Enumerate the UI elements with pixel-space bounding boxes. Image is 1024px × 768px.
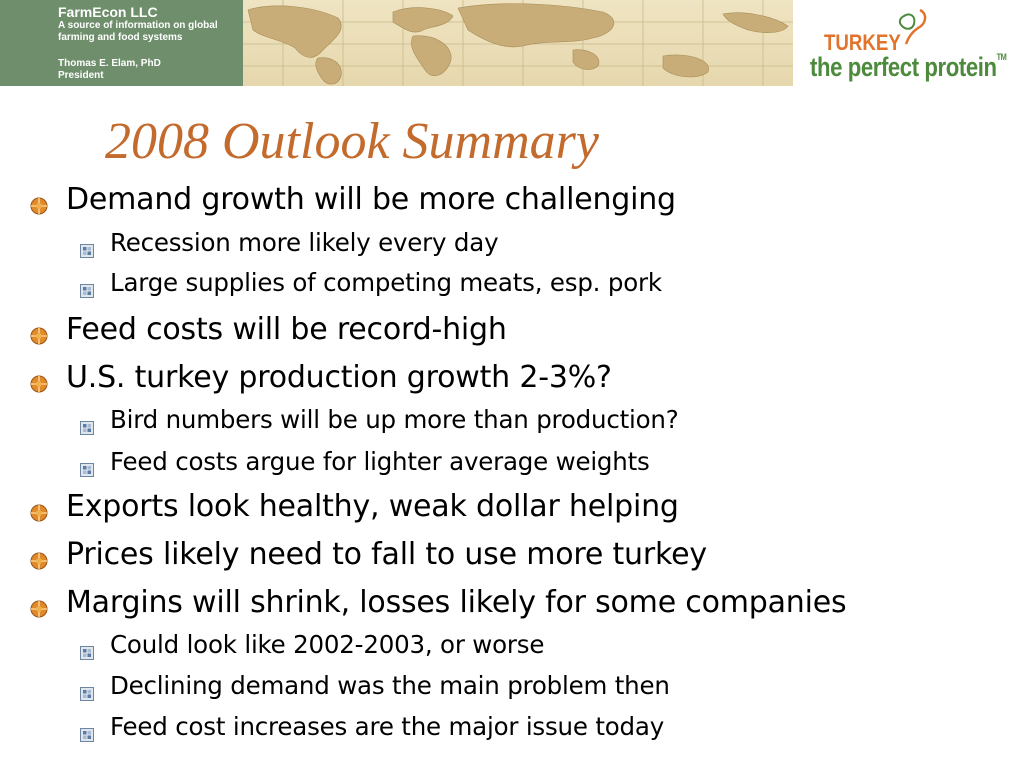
sub-bullet-marker-icon xyxy=(80,235,94,258)
bullet-text: Margins will shrink, losses likely for s… xyxy=(66,585,847,620)
bullet-text: U.S. turkey production growth 2-3%? xyxy=(66,360,612,395)
bullet-text: Recession more likely every day xyxy=(110,228,499,257)
company-name: FarmEcon LLC xyxy=(58,4,158,20)
sub-bullet-marker-icon xyxy=(80,275,94,298)
bullet-text: Feed cost increases are the major issue … xyxy=(110,712,664,741)
bullet-text: Feed costs argue for lighter average wei… xyxy=(110,447,650,476)
logo-tagline: the perfect proteinTM xyxy=(810,52,1007,83)
logo-trademark: TM xyxy=(996,52,1007,62)
bullet-text: Exports look healthy, weak dollar helpin… xyxy=(66,489,679,524)
bullet-text: Declining demand was the main problem th… xyxy=(110,671,670,700)
turkey-logo: TURKEY the perfect proteinTM xyxy=(808,8,1022,86)
bullet-marker-icon xyxy=(30,495,48,522)
bullet-marker-icon xyxy=(30,188,48,215)
world-map-banner xyxy=(243,0,793,86)
sub-bullet-marker-icon xyxy=(80,678,94,701)
presenter-role: President xyxy=(58,70,104,81)
sub-bullet-marker-icon xyxy=(80,719,94,742)
company-info-box: FarmEcon LLC A source of information on … xyxy=(0,0,243,86)
sub-bullet-marker-icon xyxy=(80,454,94,477)
slide-title: 2008 Outlook Summary xyxy=(105,113,599,170)
bullet-marker-icon xyxy=(30,591,48,618)
logo-tagline-text: the perfect protein xyxy=(810,52,997,82)
bullet-text: Could look like 2002-2003, or worse xyxy=(110,630,545,659)
bullet-text: Feed costs will be record-high xyxy=(66,312,507,347)
turkey-drumstick-icon xyxy=(898,8,927,45)
presenter-info: Thomas E. Elam, PhD President xyxy=(58,58,161,82)
bullet-marker-icon xyxy=(30,366,48,393)
sub-bullet-marker-icon xyxy=(80,412,94,435)
logo-turkey-word: TURKEY xyxy=(824,30,901,55)
bullet-text: Prices likely need to fall to use more t… xyxy=(66,537,707,572)
bullet-marker-icon xyxy=(30,318,48,345)
world-map-icon xyxy=(243,0,793,86)
company-tagline: A source of information on global farmin… xyxy=(58,20,218,43)
presenter-name: Thomas E. Elam, PhD xyxy=(58,58,161,69)
bullet-text: Bird numbers will be up more than produc… xyxy=(110,405,679,434)
bullet-marker-icon xyxy=(30,543,48,570)
bullet-text: Large supplies of competing meats, esp. … xyxy=(110,268,662,297)
bullet-text: Demand growth will be more challenging xyxy=(66,182,676,217)
sub-bullet-marker-icon xyxy=(80,637,94,660)
